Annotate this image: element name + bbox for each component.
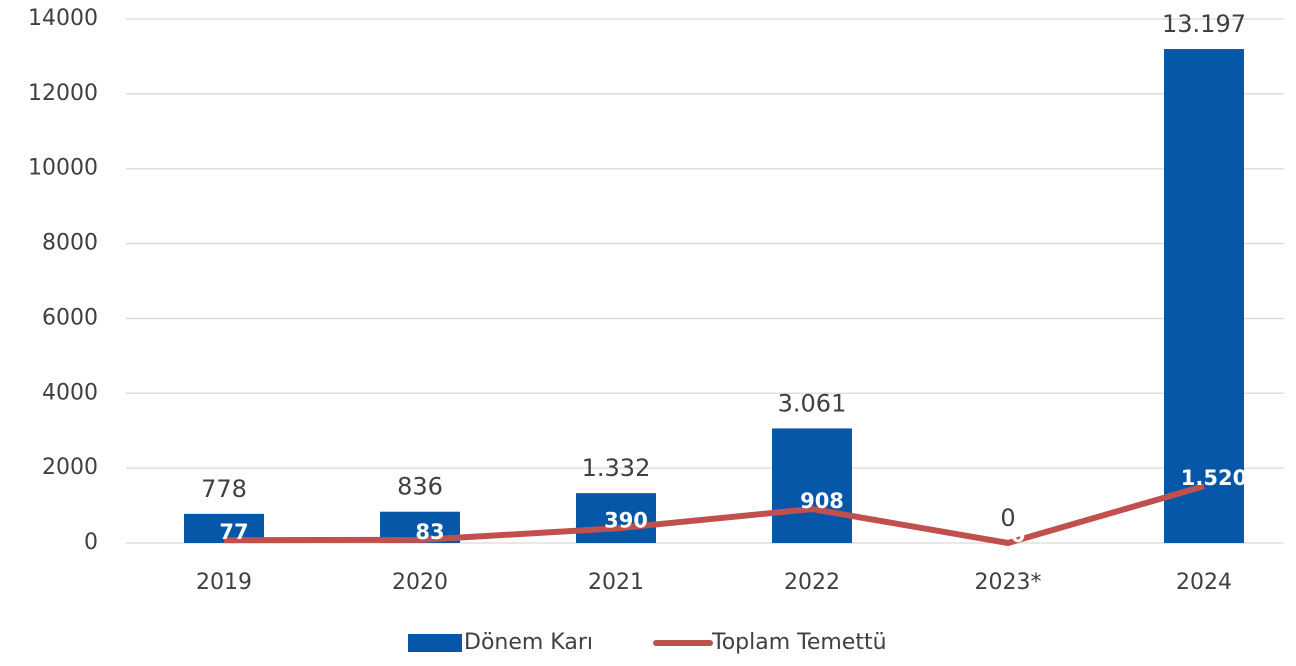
x-tick-label: 2021	[588, 570, 644, 595]
legend-swatch	[408, 634, 462, 652]
x-tick-label: 2020	[392, 570, 448, 595]
line-value-label: 390	[604, 508, 648, 532]
line-value-label: 1.520	[1181, 466, 1247, 490]
y-tick-label: 6000	[42, 305, 98, 330]
line	[223, 483, 1205, 546]
legend-label: Dönem Karı	[464, 630, 593, 655]
line-value-label: 0	[1011, 523, 1026, 547]
line-value-label: 908	[800, 489, 844, 513]
bar-value-label: 836	[397, 473, 443, 501]
bar-value-label: 1.332	[582, 454, 651, 482]
x-tick-label: 2019	[196, 570, 252, 595]
x-tick-label: 2024	[1176, 570, 1232, 595]
line-value-label: 83	[415, 520, 444, 544]
bar-value-label: 3.061	[778, 389, 847, 417]
bar	[1164, 49, 1244, 543]
y-tick-label: 8000	[42, 231, 98, 256]
legend-label: Toplam Temettü	[711, 630, 887, 655]
y-tick-label: 2000	[42, 455, 98, 480]
x-tick-label: 2022	[784, 570, 840, 595]
bar-value-label: 13.197	[1162, 10, 1246, 38]
y-tick-label: 0	[84, 530, 98, 555]
line-value-label: 77	[219, 520, 248, 544]
bar	[576, 493, 656, 543]
y-tick-label: 4000	[42, 380, 98, 405]
bar	[772, 428, 852, 543]
y-tick-label: 12000	[28, 81, 98, 106]
bar-value-label: 0	[1000, 504, 1015, 532]
y-tick-label: 14000	[28, 6, 98, 31]
x-tick-label: 2023*	[975, 570, 1042, 595]
y-tick-label: 10000	[28, 156, 98, 181]
bar-value-label: 778	[201, 475, 247, 503]
